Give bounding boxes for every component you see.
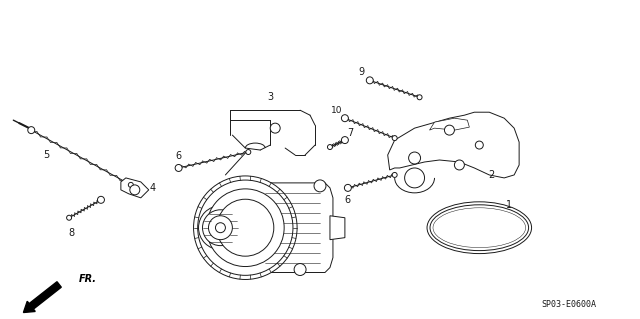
- Circle shape: [341, 137, 348, 144]
- Ellipse shape: [430, 205, 529, 251]
- Text: 5: 5: [43, 150, 49, 160]
- Polygon shape: [388, 112, 519, 178]
- Circle shape: [67, 215, 72, 220]
- Text: 7: 7: [347, 128, 353, 138]
- Text: 1: 1: [506, 200, 512, 210]
- Text: 8: 8: [68, 228, 74, 238]
- Circle shape: [246, 150, 251, 154]
- Circle shape: [392, 173, 397, 177]
- Circle shape: [404, 168, 424, 188]
- Text: FR.: FR.: [79, 274, 97, 285]
- Circle shape: [294, 263, 306, 276]
- Text: 9: 9: [359, 67, 365, 78]
- Polygon shape: [330, 216, 345, 240]
- Circle shape: [198, 180, 293, 275]
- Circle shape: [193, 176, 297, 279]
- Circle shape: [444, 125, 454, 135]
- Circle shape: [366, 77, 373, 84]
- Text: 4: 4: [150, 183, 156, 193]
- Circle shape: [207, 189, 284, 267]
- Polygon shape: [121, 178, 148, 198]
- Circle shape: [314, 180, 326, 192]
- Ellipse shape: [427, 202, 532, 254]
- Circle shape: [454, 160, 465, 170]
- Circle shape: [408, 152, 420, 164]
- Circle shape: [270, 123, 280, 133]
- Polygon shape: [429, 118, 469, 130]
- Circle shape: [28, 127, 35, 134]
- Text: 2: 2: [488, 170, 494, 180]
- Text: SP03-E0600A: SP03-E0600A: [541, 300, 596, 309]
- Circle shape: [341, 115, 348, 122]
- Circle shape: [130, 185, 140, 195]
- Circle shape: [217, 199, 274, 256]
- FancyArrow shape: [24, 282, 61, 313]
- Circle shape: [328, 145, 332, 150]
- Circle shape: [202, 210, 238, 246]
- Circle shape: [129, 182, 133, 187]
- Circle shape: [198, 206, 243, 249]
- Text: 3: 3: [267, 92, 273, 102]
- Text: 10: 10: [331, 106, 342, 115]
- Circle shape: [344, 184, 351, 191]
- Circle shape: [175, 165, 182, 171]
- Circle shape: [209, 216, 232, 240]
- Circle shape: [97, 196, 104, 203]
- Text: 6: 6: [345, 195, 351, 205]
- Polygon shape: [236, 183, 333, 272]
- Ellipse shape: [433, 208, 525, 248]
- Text: 6: 6: [175, 151, 182, 161]
- Circle shape: [216, 223, 225, 233]
- Circle shape: [392, 136, 397, 141]
- Circle shape: [417, 95, 422, 100]
- Circle shape: [476, 141, 483, 149]
